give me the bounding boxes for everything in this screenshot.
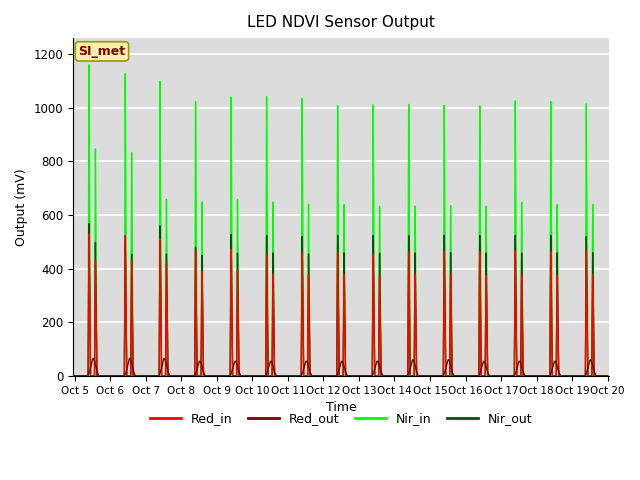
Title: LED NDVI Sensor Output: LED NDVI Sensor Output	[247, 15, 435, 30]
Y-axis label: Output (mV): Output (mV)	[15, 168, 28, 246]
X-axis label: Time: Time	[326, 401, 356, 414]
Text: SI_met: SI_met	[78, 45, 125, 58]
Legend: Red_in, Red_out, Nir_in, Nir_out: Red_in, Red_out, Nir_in, Nir_out	[145, 408, 538, 431]
